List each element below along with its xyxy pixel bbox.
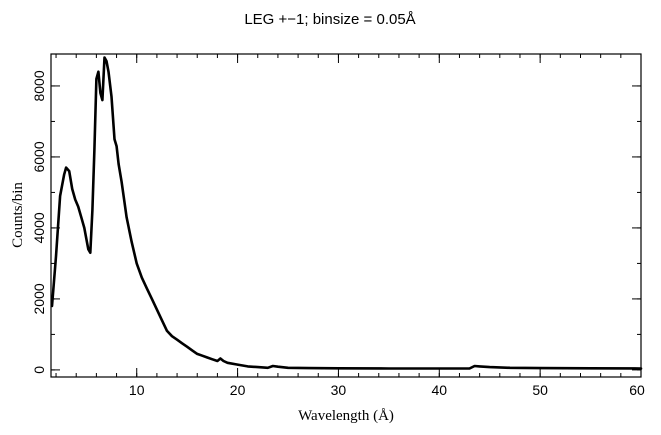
spectrum-line xyxy=(50,56,643,370)
x-tick-label: 50 xyxy=(532,382,548,398)
minor-ticks xyxy=(51,54,642,377)
major-ticks xyxy=(51,54,642,377)
x-tick-label: 10 xyxy=(129,382,145,398)
x-tick-label: 20 xyxy=(230,382,246,398)
x-axis-label: Wavelength (Å) xyxy=(298,408,394,424)
x-tick-label: 60 xyxy=(629,382,645,398)
plot-frame xyxy=(50,53,642,378)
chart-title: LEG +−1; binsize = 0.05Å xyxy=(244,11,415,28)
x-tick-labels: 10 20 30 40 50 60 xyxy=(129,382,645,398)
y-tick-label: 2000 xyxy=(31,283,47,314)
y-tick-label: 8000 xyxy=(31,70,47,101)
y-axis-label: Counts/bin xyxy=(10,182,26,248)
y-tick-label: 6000 xyxy=(31,141,47,172)
y-tick-label: 4000 xyxy=(31,212,47,243)
y-tick-labels: 0 2000 4000 6000 8000 xyxy=(31,70,47,374)
x-tick-label: 30 xyxy=(331,382,347,398)
x-tick-label: 40 xyxy=(432,382,448,398)
y-tick-label: 0 xyxy=(31,366,47,374)
